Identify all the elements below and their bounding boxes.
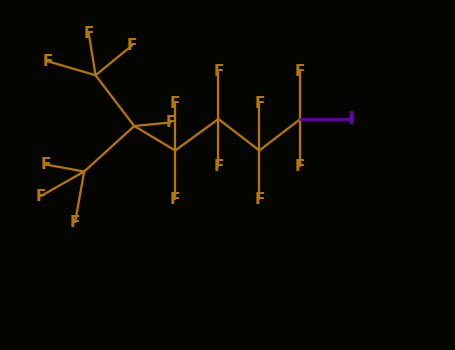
Text: F: F [213,64,223,79]
Text: F: F [166,115,176,130]
Text: F: F [40,157,51,172]
Text: F: F [213,159,223,174]
Text: F: F [254,96,264,111]
Text: F: F [127,38,137,53]
Text: F: F [170,96,180,111]
Text: F: F [295,64,305,79]
Text: I: I [347,110,354,128]
Text: F: F [254,192,264,207]
Text: F: F [43,54,53,69]
Text: F: F [70,215,80,230]
Text: F: F [295,159,305,174]
Text: F: F [84,26,94,41]
Text: F: F [170,192,180,207]
Text: F: F [36,189,46,203]
